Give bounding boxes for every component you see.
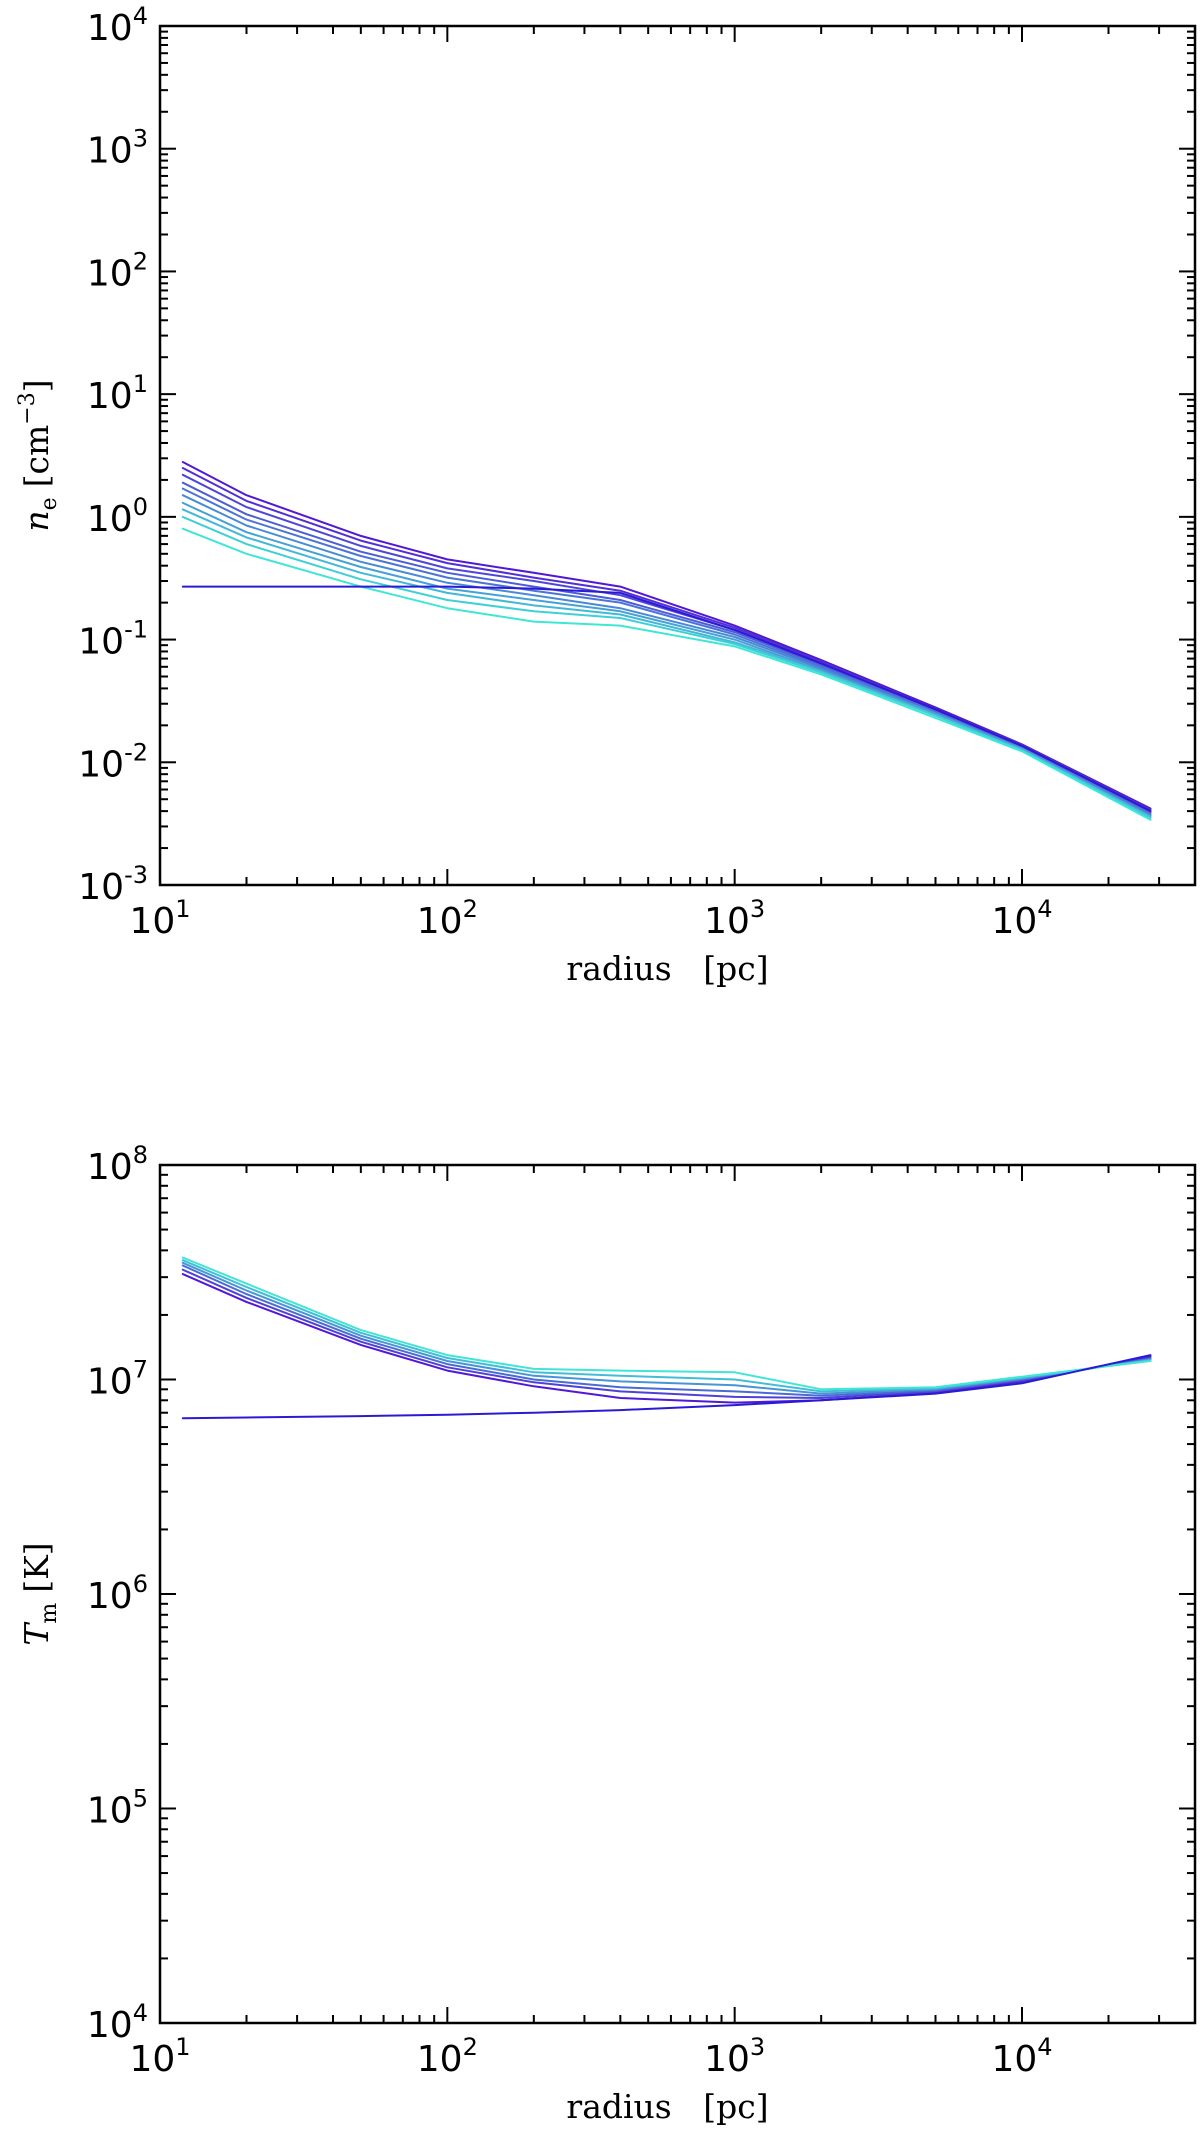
series-line-7: [181, 1354, 1152, 1420]
y-axis-unit: [K]: [17, 1542, 56, 1592]
y-axis-label: Tm [K]: [17, 1542, 62, 1645]
y-tick-label: 103: [87, 125, 148, 172]
y-axis-symbol: n: [17, 510, 56, 531]
y-tick-exponent: 2: [133, 247, 148, 275]
y-tick-exponent: 6: [133, 1570, 148, 1598]
x-tick-exponent: 1: [175, 2033, 190, 2061]
y-tick-label: 104: [87, 1999, 148, 2046]
y-tick-exponent: 7: [133, 1356, 148, 1384]
y-tick-base: 10: [87, 1147, 133, 1188]
y-tick-exponent: 0: [133, 493, 148, 521]
y-tick-base: 10: [78, 622, 124, 663]
y-tick-base: 10: [87, 253, 133, 294]
x-tick-base: 10: [704, 901, 750, 942]
series-line-7: [181, 501, 1152, 818]
y-tick-label: 102: [87, 247, 148, 294]
x-tick-label: 101: [129, 895, 190, 942]
x-axis-label: radius [pc]: [566, 949, 768, 988]
y-tick-exponent: 8: [133, 1141, 148, 1169]
y-tick-label: 10-1: [78, 616, 148, 663]
x-axis-label: radius [pc]: [566, 2087, 768, 2126]
y-tick-label: 104: [87, 2, 148, 49]
x-tick-base: 10: [417, 2039, 463, 2080]
series-line-8: [181, 508, 1152, 818]
y-tick-base: 10: [87, 499, 133, 540]
x-tick-exponent: 4: [1037, 895, 1052, 923]
x-tick-exponent: 1: [175, 895, 190, 923]
x-tick-base: 10: [417, 901, 463, 942]
y-tick-base: 10: [87, 131, 133, 172]
y-tick-exponent: -3: [124, 861, 148, 889]
plot-frame: [158, 1163, 1197, 2025]
y-tick-exponent: 1: [133, 370, 148, 398]
y-tick-base: 10: [87, 1576, 133, 1617]
series-line-11: [181, 585, 1152, 813]
y-axis-subscript: e: [37, 497, 62, 510]
x-tick-label: 104: [991, 2033, 1052, 2080]
y-axis-label: ne [cm−3]: [15, 379, 62, 531]
y-tick-exponent: -1: [124, 616, 148, 644]
y-tick-label: 107: [87, 1356, 148, 1403]
y-tick-base: 10: [87, 376, 133, 417]
series-group: [181, 461, 1152, 821]
x-tick-label: 102: [417, 2033, 478, 2080]
y-tick-base: 10: [87, 8, 133, 49]
x-tick-exponent: 2: [463, 895, 478, 923]
y-tick-label: 10-3: [78, 861, 148, 908]
x-tick-base: 10: [704, 2039, 750, 2080]
y-tick-label: 105: [87, 1785, 148, 1832]
y-tick-base: 10: [87, 1362, 133, 1403]
y-tick-exponent: 4: [133, 2, 148, 30]
x-tick-exponent: 3: [750, 895, 765, 923]
y-axis-unit: [cm: [17, 425, 56, 488]
y-axis-unit-close: ]: [17, 379, 56, 392]
y-tick-exponent: 5: [133, 1785, 148, 1813]
y-tick-exponent: -2: [124, 738, 148, 766]
y-tick-label: 101: [87, 370, 148, 417]
series-line-4: [181, 481, 1152, 814]
y-tick-base: 10: [78, 744, 124, 785]
y-tick-exponent: 3: [133, 125, 148, 153]
y-axis-subscript: m: [37, 1603, 62, 1624]
x-tick-exponent: 2: [463, 2033, 478, 2061]
x-tick-base: 10: [129, 901, 175, 942]
y-tick-base: 10: [78, 867, 124, 908]
x-tick-label: 103: [704, 895, 765, 942]
x-tick-label: 103: [704, 2033, 765, 2080]
x-tick-label: 104: [991, 895, 1052, 942]
series-line-9: [181, 515, 1152, 820]
y-axis-symbol: T: [17, 1621, 56, 1646]
x-tick-exponent: 4: [1037, 2033, 1052, 2061]
y-tick-base: 10: [87, 1791, 133, 1832]
y-tick-label: 100: [87, 493, 148, 540]
y-axis-unit-exponent: −3: [15, 392, 40, 424]
y-tick-label: 10-2: [78, 738, 148, 785]
x-tick-exponent: 3: [750, 2033, 765, 2061]
ticks: [159, 26, 1196, 886]
x-tick-base: 10: [991, 901, 1037, 942]
series-line-1: [181, 461, 1152, 810]
series-line-10: [181, 527, 1152, 821]
y-tick-exponent: 4: [133, 1999, 148, 2027]
y-tick-base: 10: [87, 2005, 133, 2046]
x-tick-base: 10: [129, 2039, 175, 2080]
x-tick-base: 10: [991, 2039, 1037, 2080]
x-tick-label: 101: [129, 2033, 190, 2080]
ticks: [159, 1165, 1196, 2024]
density-chart: 101 102 103 10410-310-210-1100101102103104r…: [15, 2, 1197, 988]
series-group: [181, 1256, 1152, 1420]
series-line-6: [181, 494, 1152, 817]
series-line-2: [181, 467, 1152, 811]
series-line-3: [181, 1264, 1152, 1397]
y-tick-label: 108: [87, 1141, 148, 1188]
series-line-1: [181, 1273, 1152, 1404]
x-tick-label: 102: [417, 895, 478, 942]
y-tick-label: 106: [87, 1570, 148, 1617]
series-line-6: [181, 1256, 1152, 1391]
series-line-5: [181, 487, 1152, 815]
plot-frame: [158, 24, 1197, 887]
